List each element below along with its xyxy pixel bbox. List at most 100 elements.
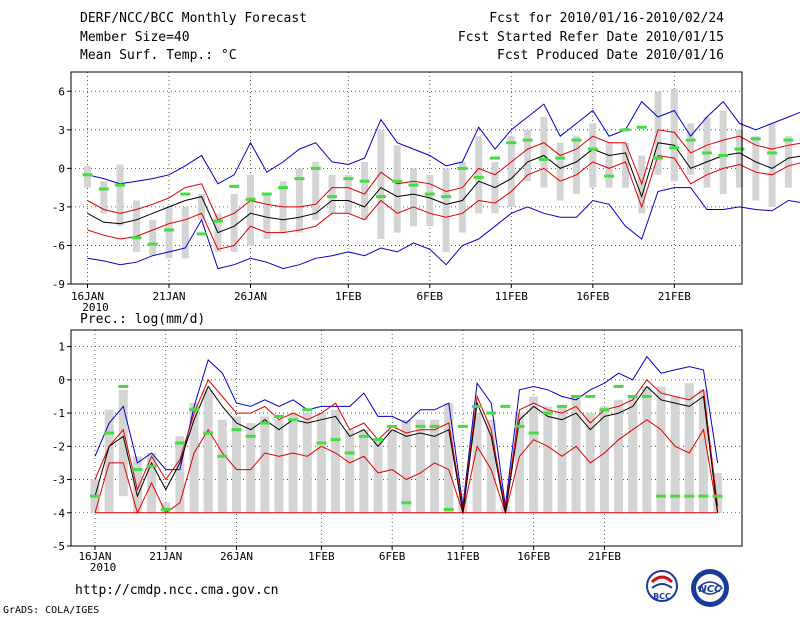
ensemble-box	[149, 219, 157, 256]
median-marker	[261, 192, 272, 196]
forecast-period-label: Fcst for 2010/01/16-2010/02/24	[489, 11, 724, 26]
ensemble-box	[198, 194, 206, 220]
ensemble-box	[621, 142, 629, 188]
median-marker	[441, 195, 452, 199]
ensemble-box	[571, 396, 581, 513]
median-marker	[229, 184, 240, 188]
ensemble-box	[377, 129, 385, 240]
median-marker	[669, 146, 680, 150]
median-marker	[585, 394, 596, 398]
x-year-label: 2010	[82, 301, 109, 314]
median-marker	[358, 434, 369, 438]
median-marker	[424, 192, 435, 196]
median-marker	[245, 197, 256, 201]
ensemble-box	[345, 429, 355, 513]
ensemble-box	[472, 413, 482, 513]
ensemble-box	[387, 429, 397, 513]
median-marker	[310, 166, 321, 170]
median-marker	[542, 411, 553, 415]
median-marker	[160, 507, 171, 511]
ncc-logo-text: NCC	[698, 584, 722, 595]
median-marker	[189, 408, 200, 412]
y-tick-label: -3	[52, 201, 65, 214]
median-marker	[392, 179, 403, 183]
ncc-logo: NCC	[691, 569, 729, 607]
x-tick-label: 21JAN	[152, 290, 185, 303]
y-tick-label: 6	[58, 85, 65, 98]
x-tick-label: 16FEB	[517, 550, 550, 563]
ensemble-box	[687, 123, 695, 175]
median-marker	[604, 174, 615, 178]
ensemble-box	[458, 161, 466, 233]
median-marker	[587, 147, 598, 151]
ensemble-box	[393, 145, 401, 233]
ensemble-box	[118, 389, 128, 497]
median-marker	[82, 173, 93, 177]
ensemble-box	[670, 88, 678, 182]
median-marker	[387, 424, 398, 428]
median-marker	[146, 464, 157, 468]
y-tick-label: 3	[58, 124, 65, 137]
ensemble-box	[654, 91, 662, 175]
bcc-logo: BCC	[646, 570, 678, 602]
median-marker	[473, 175, 484, 179]
ensemble-box	[442, 168, 450, 252]
ensemble-box	[573, 136, 580, 195]
ensemble-box	[784, 136, 792, 188]
chart-title: DERF/NCC/BCC Monthly Forecast	[80, 11, 307, 26]
median-marker	[653, 156, 663, 160]
median-marker	[656, 494, 666, 498]
median-marker	[627, 394, 638, 398]
median-marker	[472, 404, 483, 408]
median-marker	[278, 186, 289, 190]
median-marker	[506, 141, 517, 145]
median-marker	[522, 138, 533, 142]
y-tick-label: -1	[52, 407, 65, 420]
median-marker	[457, 166, 468, 170]
y-tick-label: 1	[58, 341, 65, 354]
y-tick-label: -3	[52, 474, 65, 487]
ensemble-box	[232, 416, 241, 513]
median-marker	[636, 125, 647, 129]
median-marker	[613, 384, 624, 388]
median-marker	[115, 183, 126, 187]
median-marker	[294, 177, 305, 181]
ensemble-box	[316, 413, 326, 513]
median-marker	[718, 154, 729, 158]
ensemble-box	[540, 116, 548, 188]
ensemble-box	[589, 123, 597, 188]
median-marker	[359, 179, 370, 183]
ensemble-box	[328, 174, 336, 214]
x-tick-label: 21FEB	[658, 290, 691, 303]
x-tick-label: 16JAN	[71, 290, 104, 303]
ensemble-box	[132, 200, 140, 252]
ensemble-box	[132, 456, 142, 513]
median-marker	[701, 151, 712, 155]
median-marker	[288, 418, 299, 422]
median-marker	[344, 451, 355, 455]
ensemble-box	[556, 142, 564, 201]
envelope-line-max	[87, 187, 800, 270]
median-marker	[98, 187, 109, 191]
ensemble-box	[430, 419, 440, 513]
source-url[interactable]: http://cmdp.ncc.cma.gov.cn	[75, 583, 279, 598]
median-marker	[571, 138, 582, 142]
grads-credit: GrADS: COLA/IGES	[3, 605, 100, 616]
median-marker	[750, 137, 761, 141]
ensemble-box	[263, 194, 271, 240]
median-marker	[212, 219, 223, 223]
ensemble-box	[274, 419, 284, 513]
ensemble-box	[543, 406, 553, 513]
median-marker	[408, 183, 419, 187]
plot-frame	[70, 329, 743, 547]
ensemble-box	[628, 396, 638, 513]
panel-1	[67, 71, 800, 288]
ensemble-box	[415, 419, 425, 513]
ensemble-box	[768, 123, 776, 207]
ensemble-box	[713, 472, 723, 513]
median-marker	[131, 236, 142, 240]
median-marker	[330, 438, 341, 442]
median-marker	[555, 156, 566, 160]
median-marker	[245, 434, 256, 438]
